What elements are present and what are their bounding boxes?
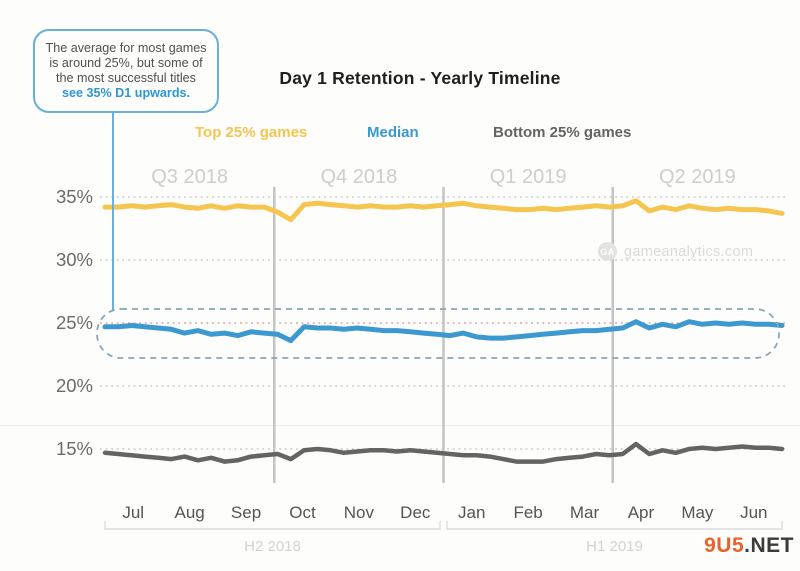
legend-median: Median bbox=[367, 124, 419, 141]
site-watermark-tld: .NET bbox=[744, 534, 794, 557]
month-label-sep: Sep bbox=[231, 503, 261, 522]
month-label-jun: Jun bbox=[740, 503, 767, 522]
half-label-h1-2019: H1 2019 bbox=[586, 538, 643, 555]
y-axis-label-30%: 30% bbox=[56, 249, 93, 270]
site-watermark: 9U5.NET bbox=[704, 534, 794, 558]
y-axis-label-35%: 35% bbox=[56, 186, 93, 207]
month-label-mar: Mar bbox=[570, 503, 600, 522]
month-label-feb: Feb bbox=[513, 503, 542, 522]
legend-top-25-games: Top 25% games bbox=[195, 124, 308, 141]
month-label-nov: Nov bbox=[344, 503, 375, 522]
gameanalytics-watermark: GA gameanalytics.com bbox=[598, 242, 753, 261]
callout-line: the most successful titles bbox=[56, 71, 196, 85]
site-watermark-name: 9U5 bbox=[704, 534, 745, 557]
y-axis-label-20%: 20% bbox=[56, 375, 93, 396]
quarter-label-q4-2018: Q4 2018 bbox=[321, 166, 398, 188]
quarter-label-q2-2019: Q2 2019 bbox=[659, 166, 736, 188]
series-line-bottom-25-games bbox=[102, 441, 785, 464]
median-highlight-box bbox=[96, 308, 780, 359]
quarter-label-q3-2018: Q3 2018 bbox=[151, 166, 228, 188]
quarter-label-q1-2019: Q1 2019 bbox=[490, 166, 567, 188]
month-label-oct: Oct bbox=[289, 503, 316, 522]
callout-line: The average for most games bbox=[45, 41, 207, 55]
month-label-aug: Aug bbox=[175, 503, 205, 522]
half-year-bracket bbox=[104, 521, 441, 530]
month-label-jan: Jan bbox=[458, 503, 485, 522]
y-axis-label-25%: 25% bbox=[56, 312, 93, 333]
half-year-bracket bbox=[446, 521, 783, 530]
month-label-jul: Jul bbox=[122, 503, 144, 522]
month-label-apr: Apr bbox=[628, 503, 655, 522]
month-label-dec: Dec bbox=[400, 503, 431, 522]
annotation-callout: The average for most games is around 25%… bbox=[33, 29, 219, 113]
gameanalytics-logo-icon: GA bbox=[598, 242, 617, 261]
series-line-median bbox=[102, 319, 785, 344]
legend-bottom-25-games: Bottom 25% games bbox=[493, 124, 632, 141]
y-axis-label-15%: 15% bbox=[56, 438, 93, 459]
callout-highlight-line: see 35% D1 upwards. bbox=[61, 86, 191, 100]
half-label-h2-2018: H2 2018 bbox=[244, 538, 301, 555]
series-line-top-25-games bbox=[102, 198, 785, 223]
callout-line: is around 25%, but some of bbox=[49, 56, 203, 70]
chart-title: Day 1 Retention - Yearly Timeline bbox=[279, 68, 561, 88]
gameanalytics-watermark-text: gameanalytics.com bbox=[624, 243, 754, 260]
month-label-may: May bbox=[681, 503, 714, 522]
